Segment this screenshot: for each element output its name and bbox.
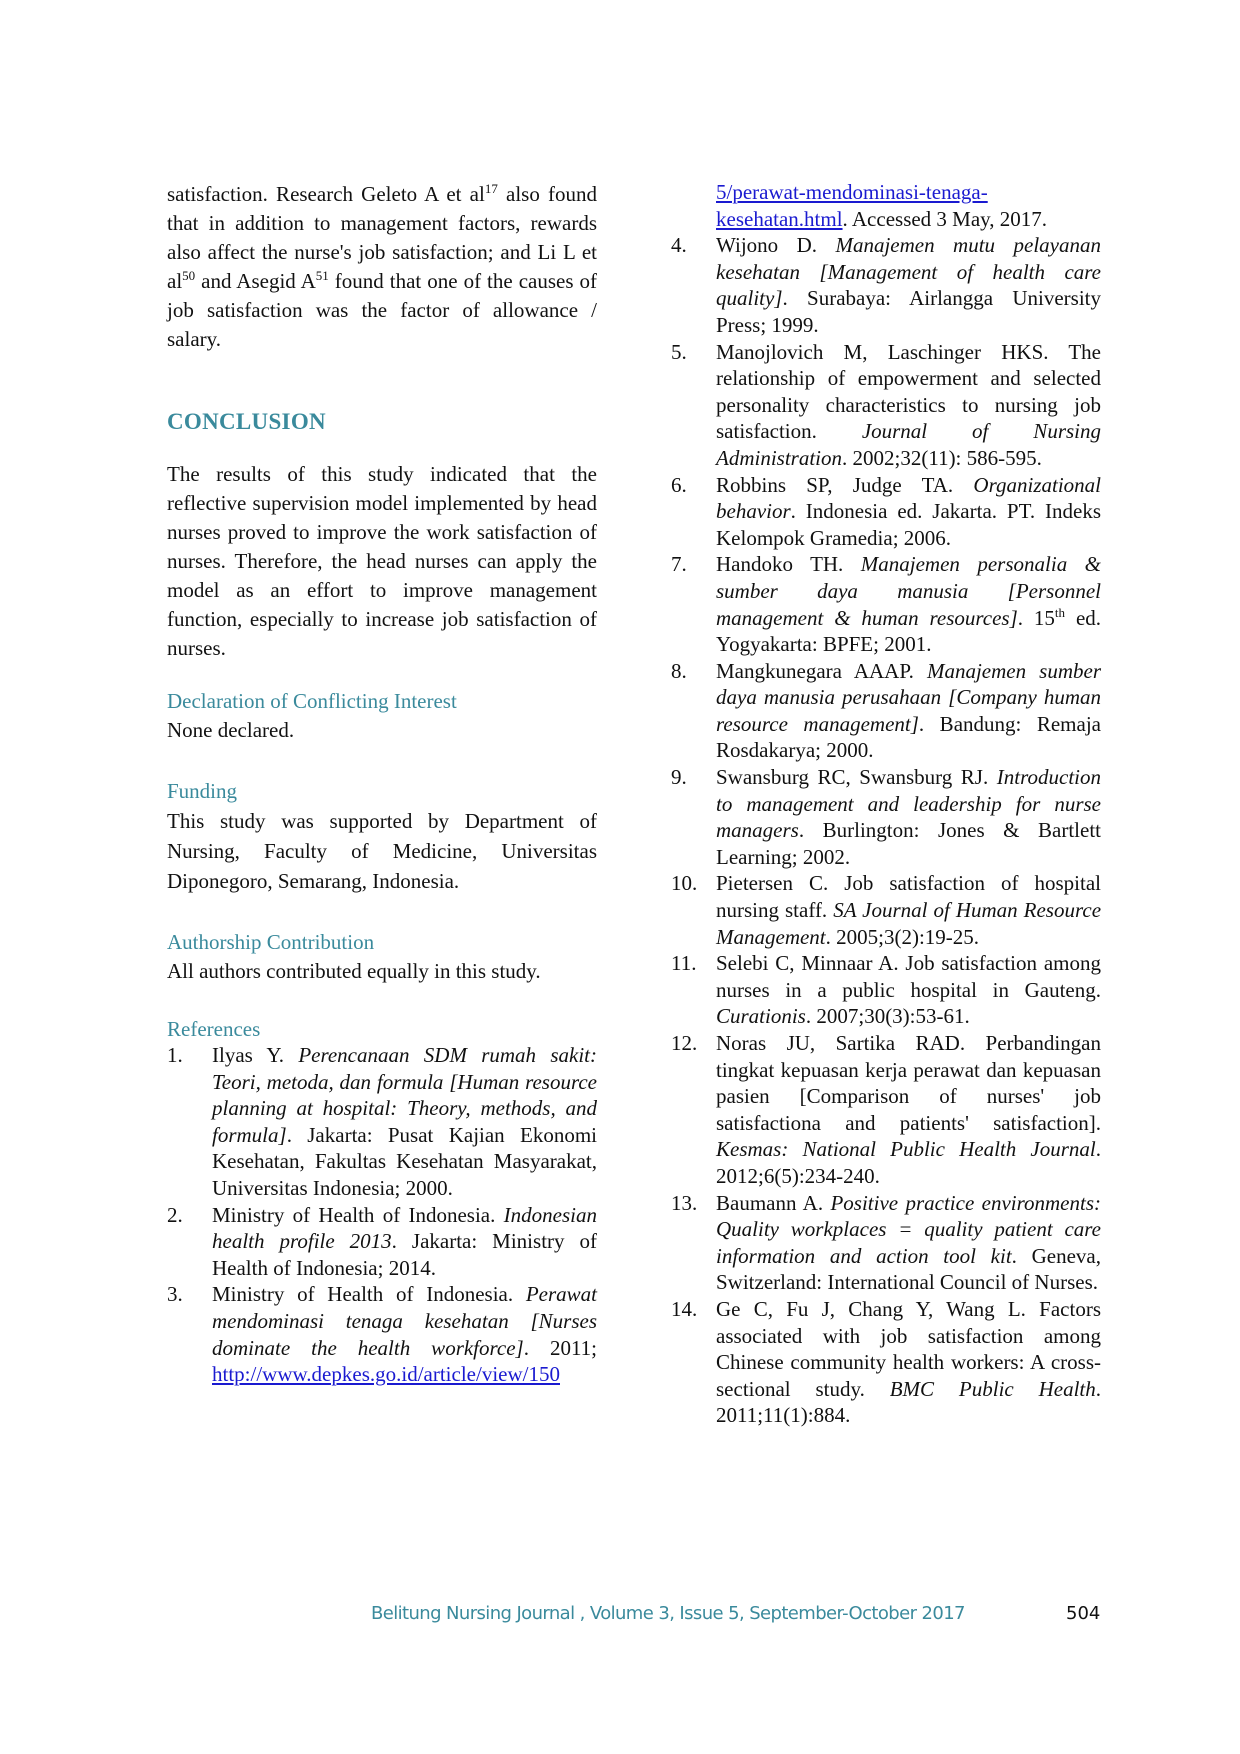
text: satisfaction. Research Geleto A et al xyxy=(167,182,485,206)
text: Robbins SP, Judge TA. xyxy=(716,472,974,497)
text: Handoko TH. xyxy=(716,552,861,577)
text: Ilyas Y. xyxy=(212,1043,299,1067)
italic-title: Kesmas: National Public Health Journal xyxy=(716,1137,1096,1162)
italic-title: Manajemen mutu pelayanan kesehatan [Mana… xyxy=(716,233,1101,311)
text: also found that in addition to managemen… xyxy=(167,182,597,293)
text: . Jakarta: Ministry of Health of Indones… xyxy=(212,1229,597,1280)
reference-item: 8. Mangkunegara AAAP. Manajemen sumber da… xyxy=(671,658,1101,764)
text: Noras JU, Sartika RAD. Perbandingan ting… xyxy=(716,1031,1101,1135)
authorship-text: All authors contributed equally in this … xyxy=(167,959,541,983)
reference-number: 3. xyxy=(167,1282,183,1307)
reference-item: 2. Ministry of Health of Indonesia. Indon… xyxy=(167,1202,597,1282)
declaration-text: None declared. xyxy=(167,718,295,742)
reference-number: 7. xyxy=(671,552,687,577)
funding-text: This study was supported by Department o… xyxy=(167,809,597,893)
reference-item: 5. Manojlovich M, Laschinger HKS. The rel… xyxy=(671,339,1101,472)
reference-number: 6. xyxy=(671,472,687,497)
italic-title: Perawat mendominasi tenaga kesehatan [Nu… xyxy=(212,1282,597,1360)
reference-item: 7. Handoko TH. Manajemen personalia & sum… xyxy=(671,551,1101,657)
superscript: 17 xyxy=(484,181,498,196)
text: and Asegid A xyxy=(195,269,316,293)
reference-item: 1. Ilyas Y. Perencanaan SDM rumah sakit: … xyxy=(167,1042,597,1202)
text: . 2007;30(3):53-61. xyxy=(805,1004,970,1029)
text: . 2011;11(1):884. xyxy=(716,1376,1101,1428)
italic-title: BMC Public Health xyxy=(889,1376,1096,1401)
page-number: 504 xyxy=(1066,1603,1101,1624)
reference-item: 4. Wijono D. Manajemen mutu pelayanan kes… xyxy=(671,232,1101,338)
superscript: 50 xyxy=(182,268,196,283)
left-column: satisfaction. Research Geleto A et al17 … xyxy=(167,180,597,1388)
reference-item: 13. Baumann A. Positive practice environm… xyxy=(671,1190,1101,1296)
italic-title: Manajemen sumber daya manusia perusahaan… xyxy=(716,658,1101,736)
intro-paragraph: satisfaction. Research Geleto A et al17 … xyxy=(167,180,597,354)
italic-title: Journal of Nursing Administration xyxy=(716,419,1101,470)
declaration-heading: Declaration of Conflicting Interest xyxy=(167,689,457,713)
reference-item: 10. Pietersen C. Job satisfaction of hosp… xyxy=(671,870,1101,950)
reference-item: 11. Selebi C, Minnaar A. Job satisfaction… xyxy=(671,950,1101,1030)
text: . Geneva, Switzerland: International Cou… xyxy=(716,1243,1101,1295)
text: Manojlovich M, Laschinger HKS. The relat… xyxy=(716,339,1101,444)
reference-link[interactable]: http://www.depkes.go.id/article/view/150 xyxy=(212,1362,560,1387)
authorship-heading: Authorship Contribution xyxy=(167,930,375,954)
reference-number: 11. xyxy=(671,951,697,976)
footer-journal-info: Belitung Nursing Journal , Volume 3, Iss… xyxy=(371,1603,966,1624)
reference-3-continuation: 5/perawat-mendominasi-tenaga-kesehatan.h… xyxy=(671,179,1101,232)
italic-title: Curationis xyxy=(716,1004,806,1029)
italic-title: Organizational behavior xyxy=(716,472,1101,524)
reference-number: 2. xyxy=(167,1202,183,1227)
reference-list-left: 1. Ilyas Y. Perencanaan SDM rumah sakit: … xyxy=(167,1042,597,1388)
reference-number: 14. xyxy=(671,1296,698,1321)
text: Selebi C, Minnaar A. Job satisfaction am… xyxy=(716,951,1101,1002)
reference-number: 4. xyxy=(671,233,687,258)
right-column: 5/perawat-mendominasi-tenaga-kesehatan.h… xyxy=(671,179,1101,1429)
text: Mangkunegara AAAP. xyxy=(716,658,927,683)
text: . 2005;3(2):19-25. xyxy=(825,924,980,949)
italic-title: Positive practice environments: Quality … xyxy=(716,1190,1101,1268)
reference-item: 3. Ministry of Health of Indonesia. Peraw… xyxy=(167,1281,597,1387)
text: Ministry of Health of Indonesia. xyxy=(212,1282,526,1307)
text: found that one of the causes of job sati… xyxy=(167,269,597,351)
reference-link[interactable]: 5/perawat-mendominasi-tenaga-kesehatan.h… xyxy=(716,180,988,231)
text: Swansburg RC, Swansburg RJ. xyxy=(716,765,997,790)
reference-item: 6. Robbins SP, Judge TA. Organizational b… xyxy=(671,472,1101,552)
reference-number: 13. xyxy=(671,1190,698,1215)
text: . 2011; xyxy=(523,1335,598,1360)
reference-number: 10. xyxy=(671,871,698,896)
conclusion-heading: CONCLUSION xyxy=(167,409,326,434)
reference-item: 12. Noras JU, Sartika RAD. Perbandingan t… xyxy=(671,1030,1101,1190)
italic-title: Introduction to management and leadershi… xyxy=(716,765,1101,843)
italic-title: Perencanaan SDM rumah sakit: Teori, meto… xyxy=(212,1043,597,1147)
superscript: th xyxy=(1054,604,1066,620)
funding-heading: Funding xyxy=(167,779,238,803)
italic-title: SA Journal of Human Resource Management xyxy=(716,898,1102,949)
text: . Bandung: Remaja Rosdakarya; 2000. xyxy=(716,711,1101,763)
reference-item: 14. Ge C, Fu J, Chang Y, Wang L. Factors … xyxy=(671,1296,1101,1429)
text: . Jakarta: Pusat Kajian Ekonomi Kesehata… xyxy=(212,1122,597,1200)
italic-title: Indonesian health profile 2013 xyxy=(212,1202,597,1254)
text: . 2012;6(5):234-240. xyxy=(716,1137,1101,1188)
text: Pietersen C. Job satisfaction of hospita… xyxy=(716,871,1101,923)
italic-title: Manajemen personalia & sumber daya manus… xyxy=(716,552,1101,630)
reference-number: 1. xyxy=(167,1043,183,1067)
text: . 15 xyxy=(1017,605,1055,630)
text: Ge C, Fu J, Chang Y, Wang L. Factors ass… xyxy=(716,1296,1101,1401)
references-heading: References xyxy=(167,1017,261,1041)
text: Wijono D. xyxy=(716,233,836,258)
reference-number: 5. xyxy=(671,339,687,364)
reference-number: 9. xyxy=(671,765,687,790)
text: Ministry of Health of Indonesia. xyxy=(212,1202,504,1227)
text: . Accessed 3 May, 2017. xyxy=(842,206,1048,231)
reference-number: 12. xyxy=(671,1031,698,1055)
text: . Indonesia ed. Jakarta. PT. Indeks Kelo… xyxy=(716,499,1101,550)
text: ed. Yogyakarta: BPFE; 2001. xyxy=(716,605,1102,657)
reference-number: 8. xyxy=(671,658,687,683)
text: . 2002;32(11): 586-595. xyxy=(842,445,1042,470)
text: . Surabaya: Airlangga University Press; … xyxy=(716,286,1101,337)
text: . Burlington: Jones & Bartlett Learning;… xyxy=(716,818,1101,869)
reference-list-right: 4. Wijono D. Manajemen mutu pelayanan kes… xyxy=(671,232,1101,1429)
reference-item: 9. Swansburg RC, Swansburg RJ. Introducti… xyxy=(671,764,1101,870)
superscript: 51 xyxy=(315,268,329,283)
conclusion-text: The results of this study indicated that… xyxy=(167,462,597,660)
text: Baumann A. xyxy=(716,1190,831,1215)
